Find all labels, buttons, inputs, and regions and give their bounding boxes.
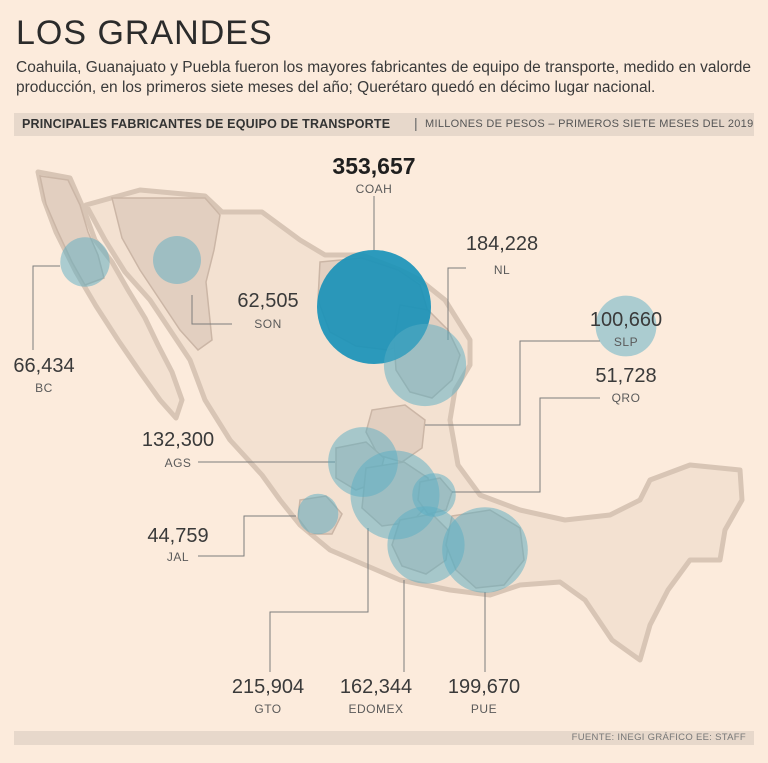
chart-title-separator: | (414, 115, 418, 131)
leader-slp (425, 340, 600, 426)
source-credit: FUENTE: INEGI GRÁFICO EE: STAFF (571, 732, 746, 743)
bubble-edomex (387, 506, 465, 584)
data-labels: 353,657 COAH 184,228 NL 62,505 SON 66,434 BC 100… (13, 153, 662, 716)
state-code-jal: JAL (167, 550, 189, 564)
footer-bar: FUENTE: INEGI GRÁFICO EE: STAFF (14, 731, 754, 745)
value-label-edomex: 162,344 (340, 676, 412, 698)
state-code-qro: QRO (612, 391, 641, 405)
leader-gto (269, 528, 369, 672)
leader-qro (452, 397, 600, 493)
state-code-pue: PUE (471, 702, 497, 716)
chart-title: PRINCIPALES FABRICANTES DE EQUIPO DE TRA… (22, 117, 391, 131)
chart-units: MILLONES DE PESOS – PRIMEROS SIETE MESES… (425, 118, 754, 130)
state-code-gto: GTO (254, 702, 281, 716)
value-label-pue: 199,670 (448, 676, 520, 698)
subtitle: Coahuila, Guanajuato y Puebla fueron los… (16, 59, 751, 96)
leader-jal (198, 515, 296, 557)
value-label-coah: 353,657 (332, 153, 415, 179)
state-code-son: SON (254, 317, 282, 331)
value-label-son: 62,505 (237, 290, 298, 312)
state-code-ags: AGS (165, 456, 192, 470)
state-code-coah: COAH (356, 182, 393, 196)
state-code-nl: NL (494, 263, 510, 277)
value-label-ags: 132,300 (142, 429, 214, 451)
bubble-son (153, 236, 201, 284)
leader-son (191, 295, 232, 325)
chart-header-bar: PRINCIPALES FABRICANTES DE EQUIPO DE TRA… (14, 113, 754, 136)
value-label-slp: 100,660 (590, 309, 662, 331)
state-code-edomex: EDOMEX (348, 702, 403, 716)
value-label-nl: 184,228 (466, 233, 538, 255)
state-code-slp: SLP (614, 335, 638, 349)
bubble-bc (60, 237, 110, 287)
leader-nl (447, 267, 466, 340)
state-code-bc: BC (35, 381, 53, 395)
value-label-qro: 51,728 (595, 365, 656, 387)
bubble-jal (297, 493, 339, 535)
page-title: LOS GRANDES (16, 14, 273, 52)
leader-lines (32, 196, 600, 672)
value-label-jal: 44,759 (147, 525, 208, 547)
leader-bc (32, 265, 60, 350)
bubble-qro (412, 473, 456, 517)
value-label-bc: 66,434 (13, 355, 74, 377)
bubble-slp (595, 295, 657, 357)
bubble-pue (442, 507, 528, 593)
bubble-nl (383, 323, 467, 407)
value-label-gto: 215,904 (232, 676, 304, 698)
bubble-ags (328, 427, 398, 497)
data-bubbles (60, 236, 657, 593)
